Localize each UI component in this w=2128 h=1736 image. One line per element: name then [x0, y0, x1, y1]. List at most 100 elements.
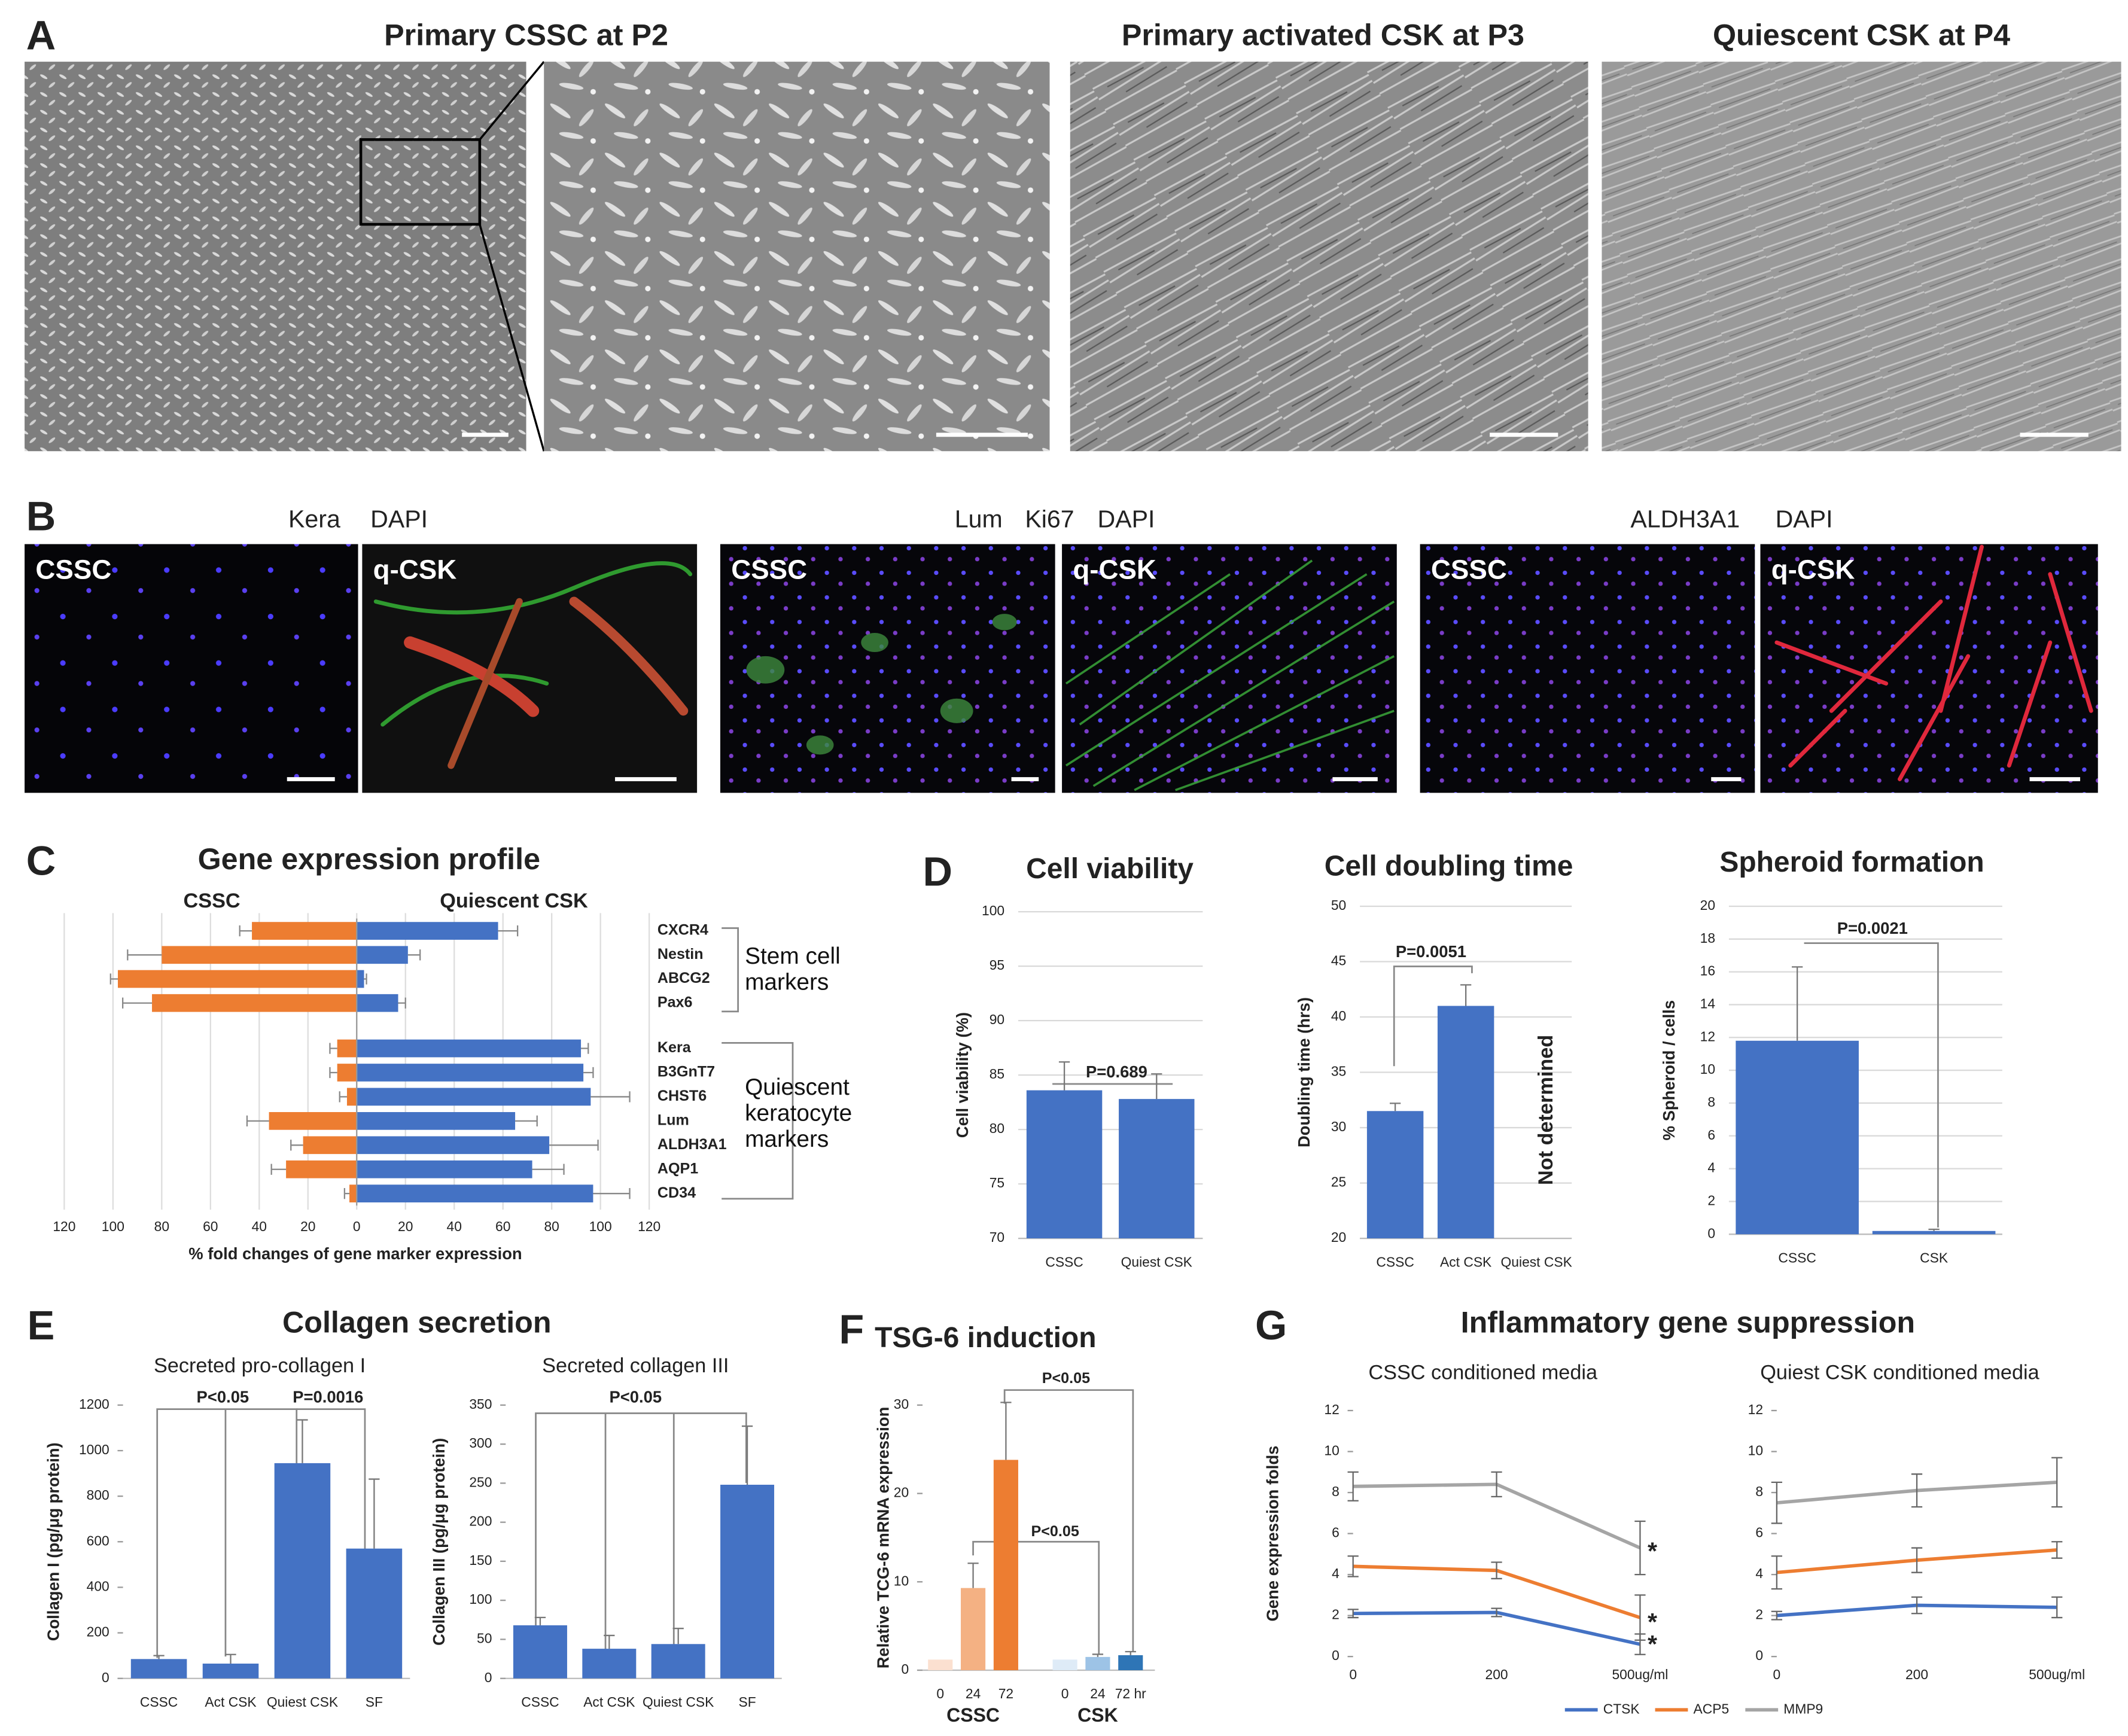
stain-label: DAPI: [370, 505, 428, 533]
y-axis-label: Relative TCG-6 mRNA expression: [873, 1407, 892, 1669]
y-tick-label: 45: [1331, 953, 1346, 968]
bar: [720, 1484, 775, 1679]
bar: [286, 1160, 357, 1178]
y-tick-label: 85: [990, 1066, 1004, 1082]
category-label: AQP1: [657, 1160, 698, 1177]
y-tick-label: 2: [1755, 1607, 1763, 1622]
x-tick-label: 80: [544, 1219, 559, 1234]
annotation: *: [1648, 1537, 1657, 1564]
bar: [357, 946, 408, 964]
bar: [357, 1088, 591, 1106]
y-tick-label: 90: [990, 1012, 1004, 1027]
x-tick-label: 20: [300, 1219, 315, 1234]
x-tick-label: 0: [353, 1219, 361, 1234]
stain-label: Kera: [288, 505, 340, 533]
zoom-box: [359, 138, 482, 226]
chart-title: Cell doubling time: [1325, 851, 1573, 882]
bracket: [535, 1412, 747, 1644]
x-tick-label: 500ug/ml: [1612, 1667, 1668, 1682]
chart-subtitle: Quiest CSK conditioned media: [1760, 1361, 2039, 1384]
y-tick-label: 0: [485, 1670, 492, 1685]
bar: [1437, 1006, 1494, 1239]
micrograph: [544, 62, 1050, 452]
category-label: CXCR4: [657, 922, 708, 939]
y-tick-label: 0: [1755, 1647, 1763, 1663]
cells: [746, 614, 1017, 755]
y-tick-label: 2: [1332, 1607, 1339, 1622]
y-tick-label: 100: [982, 903, 1004, 918]
image-label: CSSC: [35, 554, 111, 584]
chart-subtitle: Secreted pro-collagen I: [154, 1354, 366, 1377]
x-tick-label: CSSC: [1778, 1250, 1816, 1265]
series-label: CSSC: [184, 890, 240, 912]
bar: [357, 1184, 593, 1203]
x-tick-label: 60: [495, 1219, 510, 1234]
y-tick-label: 25: [1331, 1174, 1346, 1190]
bracket: [296, 1408, 366, 1558]
y-tick-label: 4: [1332, 1566, 1339, 1581]
chart-title: TSG-6 induction: [875, 1322, 1096, 1354]
y-tick-label: 400: [87, 1578, 109, 1594]
bar: [162, 946, 357, 964]
legend-label: ACP5: [1694, 1701, 1730, 1716]
y-tick-label: 14: [1700, 995, 1716, 1011]
cells: [1774, 544, 2093, 781]
annotation: P<0.05: [1031, 1523, 1079, 1540]
x-tick-label: Act CSK: [583, 1694, 635, 1710]
panel-label: C: [26, 837, 56, 884]
x-tick-label: SF: [738, 1694, 756, 1710]
y-tick-label: 250: [469, 1474, 492, 1490]
annotation: P=0.0051: [1396, 942, 1466, 961]
bar: [357, 1064, 584, 1082]
image-label: q-CSK: [1771, 554, 1855, 584]
bracket: [972, 1540, 1100, 1654]
y-axis-label: Gene expression folds: [1263, 1446, 1281, 1622]
y-tick-label: 10: [894, 1573, 909, 1588]
y-tick-label: 30: [1331, 1119, 1346, 1134]
bar: [513, 1625, 567, 1679]
y-tick-label: 0: [102, 1670, 109, 1685]
x-tick-label: 0: [1773, 1667, 1781, 1682]
bracket: [1393, 966, 1473, 1067]
image-label: CSSC: [731, 554, 807, 584]
x-tick-label: 0: [1061, 1686, 1069, 1701]
x-tick-label: 24: [1090, 1686, 1106, 1701]
category-label: Lum: [657, 1112, 689, 1129]
image-title: Primary activated CSK at P3: [1122, 18, 1524, 51]
group-label: CSK: [1077, 1704, 1118, 1726]
y-tick-label: 8: [1332, 1484, 1339, 1499]
stain-label: Lum: [955, 505, 1003, 533]
micrograph: [25, 62, 526, 452]
y-axis-label: % Spheroid / cells: [1660, 1000, 1678, 1141]
x-tick-label: 72: [998, 1686, 1013, 1701]
y-tick-label: 200: [87, 1624, 109, 1640]
bar: [651, 1644, 705, 1679]
x-tick-label: 60: [203, 1219, 218, 1234]
bar: [993, 1460, 1018, 1671]
bar: [928, 1659, 953, 1671]
x-tick-label: 0: [1349, 1667, 1357, 1682]
y-tick-label: 800: [87, 1487, 109, 1503]
bar: [269, 1112, 357, 1130]
legend-label: CTSK: [1603, 1701, 1640, 1716]
cells: [373, 561, 693, 769]
y-tick-label: 150: [469, 1552, 492, 1568]
bar: [1085, 1656, 1110, 1671]
y-tick-label: 10: [1324, 1443, 1339, 1458]
x-tick-label: CSSC: [521, 1694, 559, 1710]
y-tick-label: 12: [1700, 1028, 1715, 1044]
x-tick-label: 0: [936, 1686, 944, 1701]
bar: [357, 994, 398, 1012]
annotation: P<0.05: [609, 1388, 662, 1406]
annotation: P=0.0016: [293, 1388, 363, 1406]
y-tick-label: 16: [1700, 963, 1715, 979]
x-tick-label: SF: [366, 1694, 383, 1710]
bar: [357, 1160, 532, 1178]
x-tick-label: CSSC: [140, 1694, 178, 1710]
group-label: CSSC: [946, 1704, 1000, 1726]
bracket: [721, 1042, 794, 1200]
bar: [357, 1136, 550, 1155]
y-tick-label: 2: [1707, 1192, 1715, 1208]
x-tick-label: 100: [102, 1219, 124, 1234]
